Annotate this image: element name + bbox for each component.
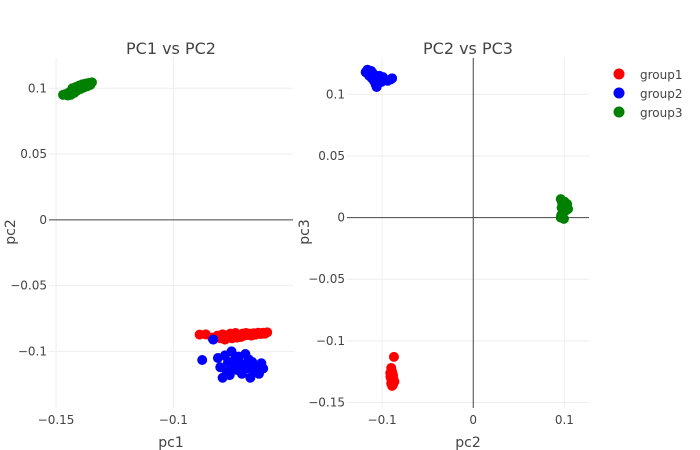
legend-marker [613, 68, 625, 80]
chart-title: PC2 vs PC3 [423, 39, 513, 58]
series-group1 [194, 327, 273, 345]
subplot-pc2-vs-pc3: PC2 vs PC3 pc2 pc3 −0.1 0 0.1 −0.15 −0.1 −0.0… [297, 39, 589, 450]
x-tick-label: 0.1 [555, 413, 574, 427]
series-group3 [58, 77, 97, 101]
y-tick-label: −0.05 [10, 279, 47, 293]
legend-marker [613, 106, 625, 118]
y-tick-label: 0.1 [326, 87, 345, 101]
chart-title: PC1 vs PC2 [126, 39, 216, 58]
legend-item-group1[interactable]: group1 [613, 68, 683, 82]
legend-label: group1 [640, 68, 683, 82]
data-point[interactable] [197, 354, 208, 365]
legend-label: group3 [640, 106, 683, 120]
x-tick-label: −0.1 [368, 413, 397, 427]
y-tick-label: −0.15 [308, 395, 345, 409]
tick-labels: −0.1 0 0.1 −0.15 −0.1 −0.05 0 0.05 0.1 [308, 87, 574, 427]
tick-labels: −0.15 −0.1 −0.1 −0.05 0 0.05 0.1 [10, 81, 188, 427]
subplot-pc1-vs-pc2: PC1 vs PC2 pc1 pc2 −0.15 −0.1 −0.1 −0.05 0 0.… [3, 39, 293, 450]
x-axis-label: pc1 [158, 435, 184, 450]
data-point[interactable] [387, 73, 398, 84]
series-group2 [360, 64, 398, 92]
series-group1 [385, 351, 400, 391]
y-axis-label: pc3 [297, 219, 313, 245]
x-tick-label: −0.15 [38, 413, 75, 427]
y-tick-label: −0.1 [18, 344, 47, 358]
y-tick-label: −0.05 [308, 272, 345, 286]
y-axis-label: pc2 [3, 219, 19, 245]
data-point[interactable] [208, 334, 219, 345]
data-point[interactable] [388, 351, 399, 362]
y-tick-label: 0 [39, 213, 47, 227]
y-tick-label: 0.05 [20, 147, 47, 161]
legend: group1 group2 group3 [613, 68, 683, 120]
y-tick-label: 0.1 [28, 81, 47, 95]
series-group2 [197, 334, 269, 383]
x-axis-label: pc2 [455, 435, 481, 450]
data-point[interactable] [86, 77, 97, 88]
y-tick-label: 0.05 [318, 149, 345, 163]
y-tick-label: −0.1 [316, 334, 345, 348]
legend-item-group3[interactable]: group3 [613, 106, 683, 120]
x-tick-label: 0 [469, 413, 477, 427]
data-point[interactable] [385, 371, 396, 382]
legend-marker [613, 87, 625, 99]
legend-item-group2[interactable]: group2 [613, 87, 683, 101]
legend-label: group2 [640, 87, 683, 101]
gridlines [347, 58, 589, 408]
y-tick-label: 0 [337, 211, 345, 225]
gridlines [49, 58, 293, 408]
data-point[interactable] [226, 346, 237, 357]
series-group3 [555, 194, 574, 224]
data-point[interactable] [555, 212, 566, 223]
data-point[interactable] [258, 363, 269, 374]
data-point[interactable] [262, 327, 273, 338]
data-point[interactable] [224, 370, 235, 381]
x-tick-label: −0.1 [159, 413, 188, 427]
axes [347, 58, 589, 408]
